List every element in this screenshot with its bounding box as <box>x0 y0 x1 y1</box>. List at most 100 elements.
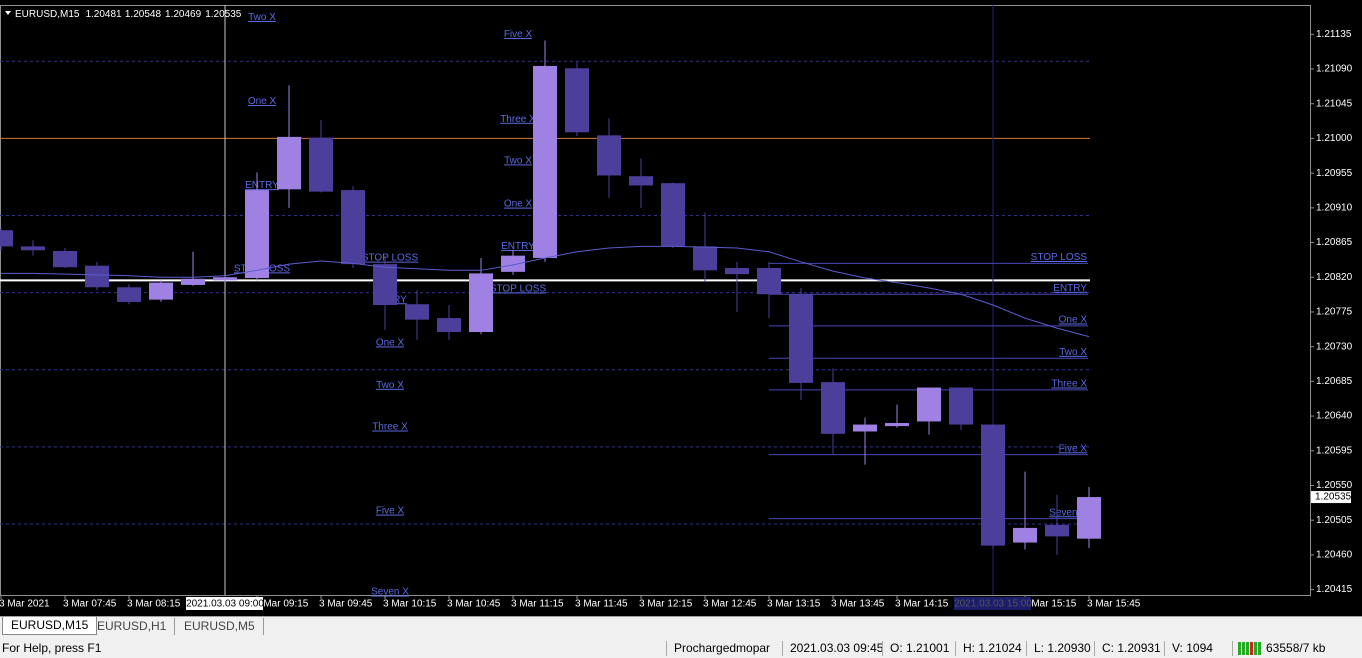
trade-level-label: STOP LOSS <box>1031 252 1088 263</box>
candle-body <box>629 176 653 186</box>
connection-icon <box>1238 642 1261 655</box>
candle-body <box>437 318 461 333</box>
crosshair-time-box <box>954 597 1031 610</box>
candle-body <box>1077 497 1101 539</box>
trade-level-label: One X <box>1059 314 1088 325</box>
chart-header: EURUSD,M15 1.20481 1.20548 1.20469 1.20535 <box>15 9 242 20</box>
header-open: 1.20481 <box>85 9 122 20</box>
candle-body <box>885 423 909 427</box>
candle-body <box>21 246 45 251</box>
x-tick-label: 3 Mar 11:15 <box>511 599 564 610</box>
status-volume: V: 1094 <box>1172 641 1213 655</box>
level-annotation: Seven X <box>371 587 409 598</box>
y-tick-label: 1.20595 <box>1316 445 1353 456</box>
symbol: EURUSD,M15 <box>15 9 80 20</box>
x-tick-label: 3 Mar 13:45 <box>831 599 885 610</box>
candle-body <box>1013 527 1037 543</box>
candle-body <box>533 65 557 258</box>
x-tick-label: 3 Mar 09:15 <box>255 599 309 610</box>
candle-body <box>341 190 365 265</box>
y-tick-label: 1.20730 <box>1316 341 1353 352</box>
candle-body <box>469 273 493 333</box>
candle-body <box>693 246 717 271</box>
trade-level-label: Five X <box>1059 443 1088 454</box>
menu-arrow[interactable] <box>5 11 11 15</box>
chart-tab[interactable]: EURUSD,M5 <box>176 618 264 635</box>
level-annotation: Three X <box>372 422 408 433</box>
crosshair-time-label: 2021.03.03 09:00 <box>186 599 264 610</box>
chart: EURUSD,M15 1.20481 1.20548 1.20469 1.20535 S… <box>0 0 1362 616</box>
candle-body <box>117 287 141 302</box>
candle-body <box>245 190 269 279</box>
current-price-box <box>1311 491 1351 504</box>
y-tick-label: 1.20955 <box>1316 168 1353 179</box>
y-tick-label: 1.20505 <box>1316 515 1353 526</box>
x-tick-label: 3 Mar 15:45 <box>1087 599 1141 610</box>
chart-tab[interactable]: EURUSD,M15 <box>2 617 98 635</box>
moving-average <box>1 245 1090 338</box>
status-bar: For Help, press F1 Prochargedmopar 2021.… <box>0 639 1362 658</box>
plot-frame <box>0 5 1311 596</box>
level-annotation: Five X <box>376 506 405 517</box>
trade-level-label: Seven X <box>1049 507 1087 518</box>
level-annotation: ENTRY <box>245 180 279 191</box>
x-tick-label: 3 Mar 09:45 <box>319 599 373 610</box>
level-annotation: One X <box>248 96 277 107</box>
candle-body <box>597 135 621 176</box>
level-annotation: Five X <box>504 29 533 40</box>
y-tick-label: 1.21090 <box>1316 64 1353 75</box>
header-low: 1.20469 <box>165 9 202 20</box>
account: Prochargedmopar <box>674 641 771 655</box>
candle-body <box>213 277 237 281</box>
x-tick-label: 3 Mar 07:45 <box>63 599 117 610</box>
y-tick-label: 1.21135 <box>1316 29 1352 40</box>
x-tick-label: 3 Mar 08:15 <box>127 599 181 610</box>
level-annotation: Two X <box>504 155 532 166</box>
tab-bar: EURUSD,M15 EURUSD,H1 EURUSD,M5 <box>0 616 1362 637</box>
y-tick-label: 1.20775 <box>1316 307 1353 318</box>
crosshair-time-box <box>186 597 263 610</box>
y-tick-label: 1.20685 <box>1316 376 1353 387</box>
x-tick-label: 3 Mar 10:45 <box>447 599 501 610</box>
x-tick-label: 3 Mar 12:15 <box>639 599 693 610</box>
chart-tab[interactable]: EURUSD,H1 <box>89 618 176 635</box>
status-low: L: 1.20930 <box>1034 641 1091 655</box>
candle-body <box>725 267 749 275</box>
candle-body <box>501 255 525 272</box>
candle-body <box>309 137 333 192</box>
candle-body <box>981 424 1005 546</box>
candle-body <box>853 424 877 432</box>
chart-background <box>0 0 1362 616</box>
candle-body <box>1045 524 1069 537</box>
candle-body <box>277 136 301 190</box>
trade-level-label: ENTRY <box>1053 283 1087 294</box>
current-price-label: 1.20535 <box>1315 492 1352 503</box>
candle-body <box>373 264 397 306</box>
status-time: 2021.03.03 09:45 <box>790 641 884 655</box>
level-annotation: Two X <box>376 380 404 391</box>
y-tick-label: 1.20550 <box>1316 480 1353 491</box>
y-tick-label: 1.21000 <box>1316 133 1353 144</box>
y-tick-label: 1.20865 <box>1316 237 1353 248</box>
candle-body <box>917 387 941 422</box>
level-annotation: Three X <box>500 114 536 125</box>
x-tick-label: 3 Mar 14:15 <box>895 599 949 610</box>
candle-body <box>565 68 589 133</box>
x-tick-label: 3 Mar 15:15 <box>1023 599 1077 610</box>
trade-level-label: Three X <box>1051 378 1087 389</box>
header-high: 1.20548 <box>125 9 162 20</box>
candle-body <box>0 230 13 247</box>
x-tick-label: 3 Mar 12:45 <box>703 599 757 610</box>
candle-body <box>949 387 973 425</box>
x-tick-label: 3 Mar 11:45 <box>575 599 628 610</box>
status-high: H: 1.21024 <box>963 641 1022 655</box>
candle-body <box>821 382 845 434</box>
y-tick-label: 1.20820 <box>1316 272 1353 283</box>
candle-body <box>405 304 429 320</box>
candle-body <box>149 282 173 300</box>
candle-body <box>757 267 781 295</box>
level-annotation: STOP LOSS <box>490 283 547 294</box>
trade-level-label: Two X <box>1059 347 1087 358</box>
status-open: O: 1.21001 <box>890 641 950 655</box>
x-tick-label: 3 Mar 2021 <box>0 599 50 610</box>
